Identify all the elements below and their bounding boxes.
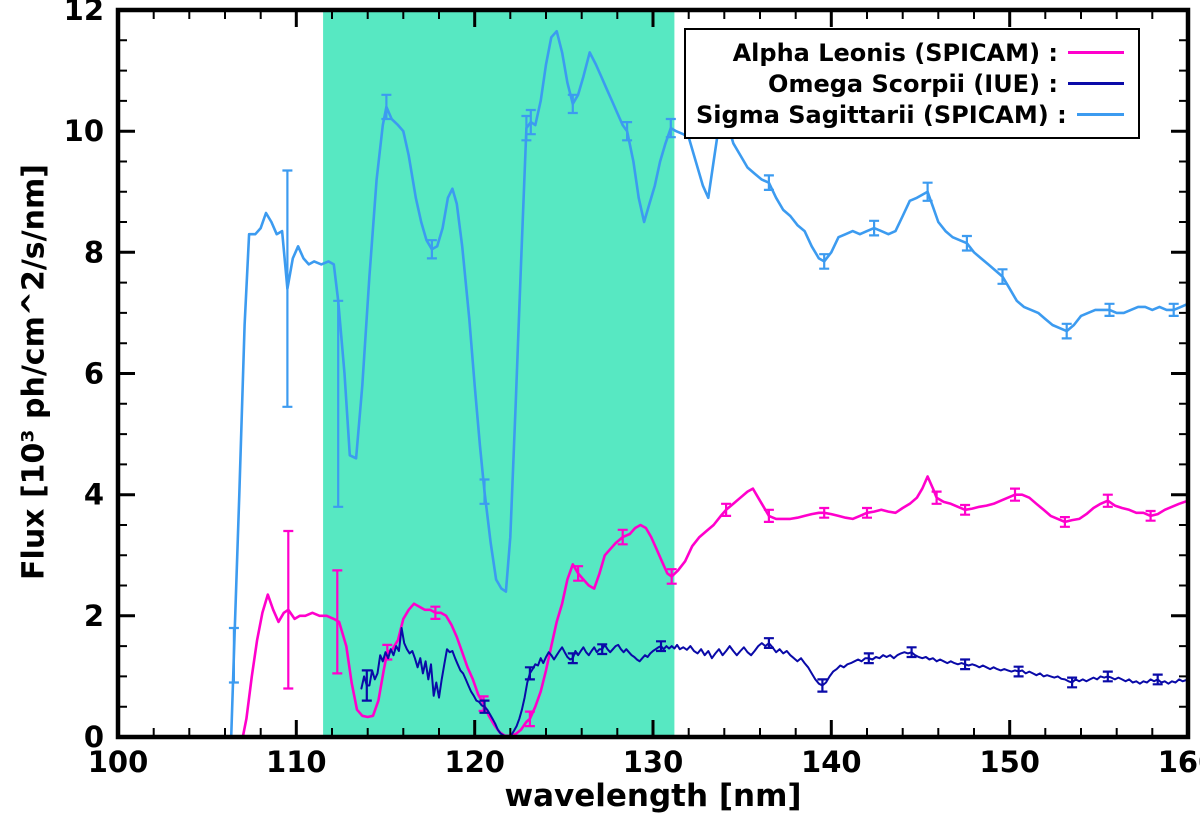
legend-label-alpha-leonis: Alpha Leonis (SPICAM) : — [732, 38, 1058, 67]
plot-frame — [115, 7, 1191, 740]
y-tick-label: 2 — [84, 599, 104, 633]
minor-ticks — [118, 10, 1188, 737]
x-tick-label: 140 — [801, 745, 862, 779]
x-tick-label: 130 — [623, 745, 684, 779]
legend-item-omega-scorpii: Omega Scorpii (IUE) : — [696, 68, 1124, 99]
series-line-omega-scorpii — [360, 627, 1189, 738]
x-axis-title: wavelength [nm] — [504, 778, 802, 814]
legend-swatch-sigma-sagittarii — [1076, 113, 1124, 116]
y-tick-label: 0 — [84, 720, 104, 754]
x-tick-label: 100 — [88, 745, 149, 779]
legend-item-sigma-sagittarii: Sigma Sagittarii (SPICAM) : — [696, 99, 1124, 130]
legend-item-alpha-leonis: Alpha Leonis (SPICAM) : — [696, 37, 1124, 68]
legend-label-omega-scorpii: Omega Scorpii (IUE) : — [768, 69, 1058, 98]
x-tick-label: 110 — [266, 745, 327, 779]
y-axis-title: Flux [10³ ph/cm^2/s/nm] — [16, 164, 52, 580]
series-line-alpha-leonis — [241, 475, 1190, 739]
series-line-sigma-sagittarii — [229, 29, 1190, 739]
y-tick-label: 12 — [64, 0, 104, 27]
legend-label-sigma-sagittarii: Sigma Sagittarii (SPICAM) : — [696, 100, 1067, 129]
legend: Alpha Leonis (SPICAM) : Omega Scorpii (I… — [684, 28, 1140, 139]
y-tick-label: 4 — [84, 478, 104, 512]
x-tick-label: 120 — [444, 745, 505, 779]
legend-swatch-alpha-leonis — [1068, 51, 1124, 54]
legend-swatch-omega-scorpii — [1068, 82, 1124, 85]
y-tick-label: 8 — [84, 235, 104, 269]
error-bars-omega-scorpii — [361, 637, 1163, 714]
x-tick-label: 160 — [1158, 745, 1200, 779]
highlight-band — [323, 10, 675, 737]
error-bars-sigma-sagittarii — [228, 93, 1179, 684]
x-tick-label: 150 — [979, 745, 1040, 779]
y-tick-label: 6 — [84, 357, 104, 391]
y-tick-label: 10 — [64, 114, 104, 148]
